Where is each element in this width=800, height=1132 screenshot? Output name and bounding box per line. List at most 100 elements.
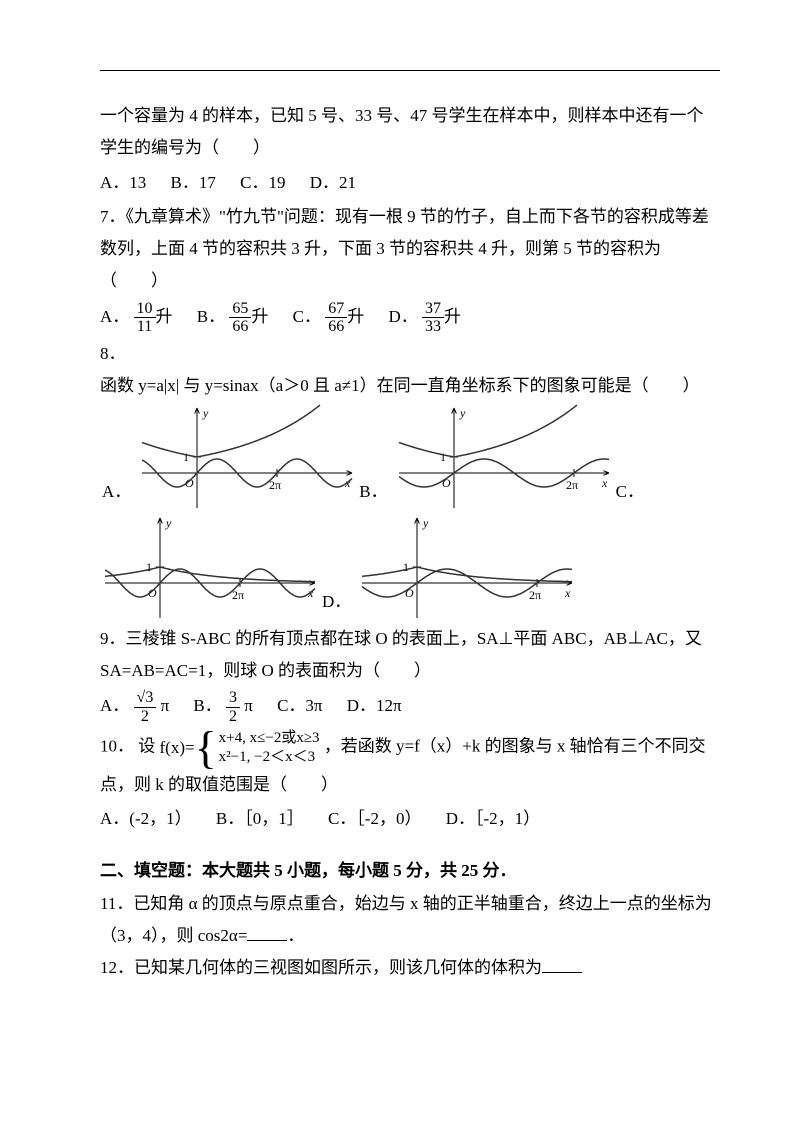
q6-stem: 一个容量为 4 的样本，已知 5 号、33 号、47 号学生在样本中，则样本中还…: [100, 100, 720, 165]
question-9: 9．三棱锥 S-ABC 的所有顶点都在球 O 的表面上，SA⊥平面 ABC，AB…: [100, 623, 720, 688]
q8-graph-A: yxO12π: [137, 403, 357, 513]
q12-number: 12．: [100, 958, 134, 977]
q7-B-suffix: 升: [251, 307, 268, 326]
q7-C-num: 67: [325, 300, 347, 319]
q10-opt-c: C．［-2，0）: [328, 803, 422, 835]
q7-C-fraction: 67 66: [325, 300, 347, 336]
q7-D-letter: D．: [388, 307, 417, 326]
q7-B-num: 65: [229, 300, 251, 319]
q9-opt-d: D．12π: [347, 690, 402, 722]
svg-text:2π: 2π: [529, 588, 541, 602]
q10-fx: f(x)=: [160, 732, 195, 764]
q7-number: 7．: [100, 207, 126, 226]
q12-blank: [542, 955, 582, 973]
q9-A-den: 2: [134, 708, 157, 726]
q7-B-fraction: 65 66: [229, 300, 251, 336]
q8-D-label: D．: [320, 586, 357, 622]
question-10: 10． 设 f(x)= { x+4, x≤−2或x≥3 x²−1, −2＜x＜3…: [100, 727, 720, 801]
q7-opt-d: D． 37 33 升: [388, 300, 461, 336]
q8-C-label: C．: [614, 476, 650, 512]
q10-opt-b: B．［0，1］: [216, 803, 304, 835]
q8-B-label: B．: [357, 476, 393, 512]
svg-text:y: y: [202, 406, 209, 420]
q10-pre: 设: [138, 737, 155, 756]
section-2-heading: 二、填空题：本大题共 5 小题，每小题 5 分，共 25 分．: [100, 855, 720, 887]
q12-stem-a: 已知某几何体的三视图如图所示，则该几何体的体积为: [134, 958, 542, 977]
svg-text:x: x: [564, 586, 571, 600]
q6-opt-d: D．21: [310, 167, 356, 199]
q10-opt-d: D．［-2，1）: [446, 803, 540, 835]
question-12: 12．已知某几何体的三视图如图所示，则该几何体的体积为: [100, 952, 720, 984]
q7-D-den: 33: [422, 318, 444, 336]
q7-C-letter: C．: [293, 307, 321, 326]
q9-B-suffix: π: [244, 696, 253, 715]
svg-text:y: y: [459, 406, 466, 420]
q9-opt-c: C．3π: [277, 690, 322, 722]
q7-stem: 《九章算术》"竹九节"问题：现有一根 9 节的竹子，自上而下各节的容积成等差数列…: [100, 207, 709, 291]
q10-pw-lines: x+4, x≤−2或x≥3 x²−1, −2＜x＜3: [219, 729, 320, 768]
svg-text:2π: 2π: [566, 478, 578, 492]
q7-B-letter: B．: [197, 307, 225, 326]
q8-number: 8．: [100, 344, 126, 363]
q7-opt-a: A． 10 11 升: [100, 300, 173, 336]
q7-A-den: 11: [134, 318, 156, 336]
q8-stem: 函数 y=a|x| 与 y=sinax（a＞0 且 a≠1）在同一直角坐标系下的…: [100, 376, 700, 395]
q7-A-num: 10: [134, 300, 156, 319]
q8-graph-D: yxO12π: [357, 513, 577, 623]
q11-blank: [247, 923, 287, 941]
q9-A-fraction: √3 2: [134, 689, 157, 725]
question-7: 7．《九章算术》"竹九节"问题：现有一根 9 节的竹子，自上而下各节的容积成等差…: [100, 201, 720, 298]
q9-B-den: 2: [226, 708, 240, 726]
q9-B-num: 3: [226, 689, 240, 708]
q6-opt-b: B．17: [171, 167, 216, 199]
q11-stem-b: ．: [287, 926, 304, 945]
q7-opt-c: C． 67 66 升: [293, 300, 365, 336]
svg-text:y: y: [165, 516, 172, 530]
q9-A-num: √3: [134, 689, 157, 708]
q7-A-fraction: 10 11: [134, 300, 156, 336]
q7-D-suffix: 升: [444, 307, 461, 326]
spacer: [100, 837, 720, 855]
q10-number: 10．: [100, 737, 134, 756]
q7-options: A． 10 11 升 B． 65 66 升 C． 67 66 升 D． 37 3…: [100, 300, 720, 336]
svg-text:1: 1: [403, 560, 409, 574]
q8-row1: A． yxO12π B． yxO12π C．: [100, 403, 720, 513]
q7-A-suffix: 升: [156, 307, 173, 326]
q8-graph-B: yxO12π: [394, 403, 614, 513]
q9-B-letter: B．: [193, 696, 221, 715]
svg-text:y: y: [422, 516, 429, 530]
q8-A-label: A．: [100, 476, 137, 512]
q7-C-suffix: 升: [347, 307, 364, 326]
q8-graph-C: yxO12π: [100, 513, 320, 623]
q6-opt-c: C．19: [240, 167, 285, 199]
svg-text:1: 1: [183, 450, 189, 464]
q7-opt-b: B． 65 66 升: [197, 300, 269, 336]
q10-options: A．(-2，1） B．［0，1］ C．［-2，0） D．［-2，1）: [100, 803, 720, 835]
q9-opt-a: A． √3 2 π: [100, 689, 169, 725]
q9-A-letter: A．: [100, 696, 129, 715]
svg-text:1: 1: [146, 560, 152, 574]
q9-B-fraction: 3 2: [226, 689, 240, 725]
q7-C-den: 66: [325, 318, 347, 336]
q11-number: 11．: [100, 894, 133, 913]
q8-row2: yxO12π D． yxO12π: [100, 513, 720, 623]
q6-options: A．13 B．17 C．19 D．21: [100, 167, 720, 199]
top-rule: [100, 70, 720, 71]
q9-stem: 三棱锥 S-ABC 的所有顶点都在球 O 的表面上，SA⊥平面 ABC，AB⊥A…: [100, 629, 702, 680]
svg-text:x: x: [601, 476, 608, 490]
brace-icon: {: [195, 727, 217, 768]
q10-pw2: x²−1, −2＜x＜3: [219, 748, 320, 768]
exam-page: 一个容量为 4 的样本，已知 5 号、33 号、47 号学生在样本中，则样本中还…: [0, 0, 800, 1132]
q10-pw1: x+4, x≤−2或x≥3: [219, 729, 320, 749]
q7-A-letter: A．: [100, 307, 129, 326]
q11-stem-a: 已知角 α 的顶点与原点重合，始边与 x 轴的正半轴重合，终边上一点的坐标为（3…: [100, 894, 712, 945]
q7-D-num: 37: [422, 300, 444, 319]
q10-piecewise: f(x)= { x+4, x≤−2或x≥3 x²−1, −2＜x＜3: [160, 727, 320, 768]
svg-text:1: 1: [440, 450, 446, 464]
question-8: 8． 函数 y=a|x| 与 y=sinax（a＞0 且 a≠1）在同一直角坐标系…: [100, 338, 720, 403]
question-11: 11．已知角 α 的顶点与原点重合，始边与 x 轴的正半轴重合，终边上一点的坐标…: [100, 888, 720, 953]
q9-options: A． √3 2 π B． 3 2 π C．3π D．12π: [100, 689, 720, 725]
q7-B-den: 66: [229, 318, 251, 336]
q9-opt-b: B． 3 2 π: [193, 689, 252, 725]
q7-D-fraction: 37 33: [422, 300, 444, 336]
